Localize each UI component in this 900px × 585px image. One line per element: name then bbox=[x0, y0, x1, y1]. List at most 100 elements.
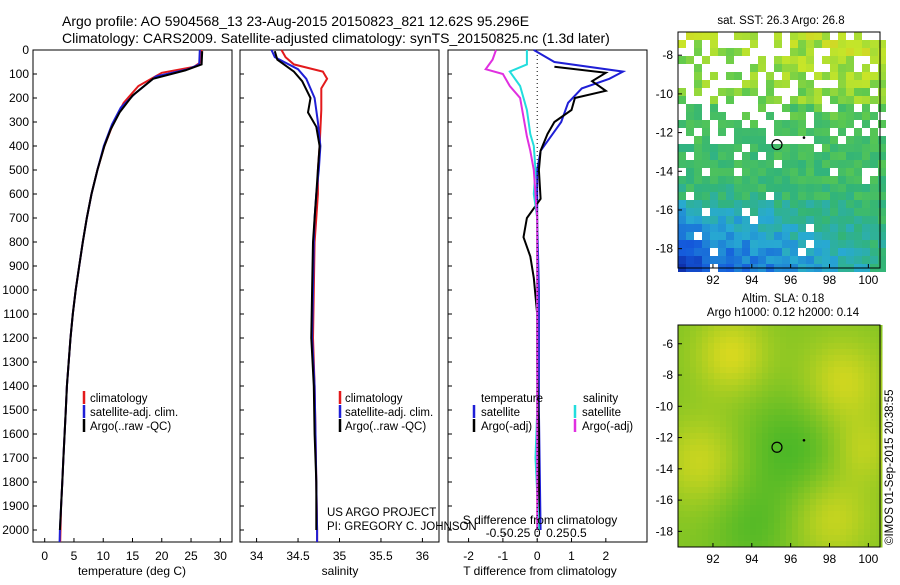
sla-pixel bbox=[690, 505, 697, 512]
sla-pixel bbox=[756, 337, 763, 344]
sla-pixel bbox=[678, 391, 685, 398]
sst-pixel bbox=[854, 128, 862, 136]
sla-pixel bbox=[828, 541, 835, 548]
sla-pixel bbox=[828, 409, 835, 416]
sla-pixel bbox=[858, 475, 865, 482]
sla-pixel bbox=[732, 511, 739, 518]
sla-pixel bbox=[690, 343, 697, 350]
sla-pixel bbox=[726, 367, 733, 374]
sla-pixel bbox=[678, 535, 685, 542]
sst-pixel bbox=[846, 240, 854, 248]
sla-pixel bbox=[690, 445, 697, 452]
sst-pixel bbox=[814, 192, 822, 200]
sla-pixel bbox=[762, 493, 769, 500]
sst-pixel bbox=[742, 240, 750, 248]
sla-pixel bbox=[870, 505, 877, 512]
sst-pixel bbox=[846, 256, 854, 264]
sst-pixel bbox=[734, 224, 742, 232]
sst-pixel bbox=[694, 64, 702, 72]
sla-pixel bbox=[864, 415, 871, 422]
sla-pixel bbox=[858, 511, 865, 518]
sla-pixel bbox=[816, 415, 823, 422]
sst-pixel bbox=[694, 200, 702, 208]
sla-pixel bbox=[804, 367, 811, 374]
sla-pixel bbox=[690, 409, 697, 416]
sst-pixel bbox=[782, 192, 790, 200]
sla-pixel bbox=[720, 427, 727, 434]
sst-pixel bbox=[870, 240, 878, 248]
project-label: US ARGO PROJECT bbox=[327, 507, 436, 519]
sla-pixel bbox=[756, 331, 763, 338]
sla-pixel bbox=[876, 409, 883, 416]
sla-pixel bbox=[780, 541, 787, 548]
sst-pixel bbox=[790, 72, 798, 80]
sla-pixel bbox=[756, 463, 763, 470]
sst-pixel bbox=[694, 208, 702, 216]
sla-pixel bbox=[708, 493, 715, 500]
sla-pixel bbox=[708, 349, 715, 356]
sla-pixel bbox=[846, 475, 853, 482]
sst-map-frame bbox=[677, 31, 881, 269]
sla-pixel bbox=[792, 361, 799, 368]
sla-pixel bbox=[804, 541, 811, 548]
argo-position-marker bbox=[771, 441, 783, 453]
sla-pixel bbox=[780, 391, 787, 398]
sla-pixel bbox=[684, 397, 691, 404]
sla-pixel bbox=[858, 451, 865, 458]
sst-pixel bbox=[822, 232, 830, 240]
sla-pixel bbox=[828, 487, 835, 494]
sla-pixel bbox=[828, 511, 835, 518]
sla-pixel bbox=[798, 439, 805, 446]
sla-pixel bbox=[834, 409, 841, 416]
sst-pixel bbox=[718, 112, 726, 120]
sla-pixel bbox=[876, 463, 883, 470]
sla-pixel bbox=[852, 451, 859, 458]
sla-pixel bbox=[732, 379, 739, 386]
sla-pixel bbox=[714, 367, 721, 374]
sst-pixel bbox=[742, 160, 750, 168]
sla-pixel bbox=[732, 523, 739, 530]
sst-pixel bbox=[838, 64, 846, 72]
sla-pixel bbox=[756, 421, 763, 428]
sla-pixel bbox=[804, 445, 811, 452]
sla-pixel bbox=[834, 415, 841, 422]
sla-pixel bbox=[870, 373, 877, 380]
y-tick-label: 1700 bbox=[2, 451, 29, 465]
sst-pixel bbox=[694, 240, 702, 248]
sla-pixel bbox=[714, 337, 721, 344]
sst-pixel bbox=[822, 128, 830, 136]
sst-pixel bbox=[878, 232, 886, 240]
sst-pixel bbox=[694, 40, 702, 48]
sst-pixel bbox=[798, 128, 806, 136]
sla-pixel bbox=[822, 355, 829, 362]
sla-pixel bbox=[678, 511, 685, 518]
sla-pixel bbox=[810, 529, 817, 536]
sst-pixel bbox=[742, 136, 750, 144]
sst-pixel bbox=[694, 32, 702, 40]
sst-pixel bbox=[782, 248, 790, 256]
sla-pixel bbox=[792, 541, 799, 548]
sst-pixel bbox=[878, 88, 886, 96]
sst-pixel bbox=[878, 144, 886, 152]
sla-pixel bbox=[690, 325, 697, 332]
sla-pixel bbox=[696, 517, 703, 524]
sla-pixel bbox=[858, 433, 865, 440]
sla-pixel bbox=[744, 535, 751, 542]
sla-pixel bbox=[714, 529, 721, 536]
sla-pixel bbox=[846, 463, 853, 470]
sla-pixel bbox=[756, 499, 763, 506]
s-tick-label: 0 bbox=[534, 526, 541, 540]
sla-pixel bbox=[708, 367, 715, 374]
sla-pixel bbox=[780, 481, 787, 488]
x-tick-label: 96 bbox=[784, 552, 798, 566]
sla-pixel bbox=[762, 445, 769, 452]
sla-pixel bbox=[834, 433, 841, 440]
sla-pixel bbox=[822, 493, 829, 500]
sla-pixel bbox=[840, 349, 847, 356]
salinity-plot: 34 34.5 35 35.5 36 bbox=[240, 49, 429, 563]
sla-pixel bbox=[822, 439, 829, 446]
sst-pixel bbox=[726, 72, 734, 80]
sla-pixel bbox=[690, 487, 697, 494]
sst-pixel bbox=[758, 128, 766, 136]
y-tick-label: -8 bbox=[662, 48, 673, 62]
